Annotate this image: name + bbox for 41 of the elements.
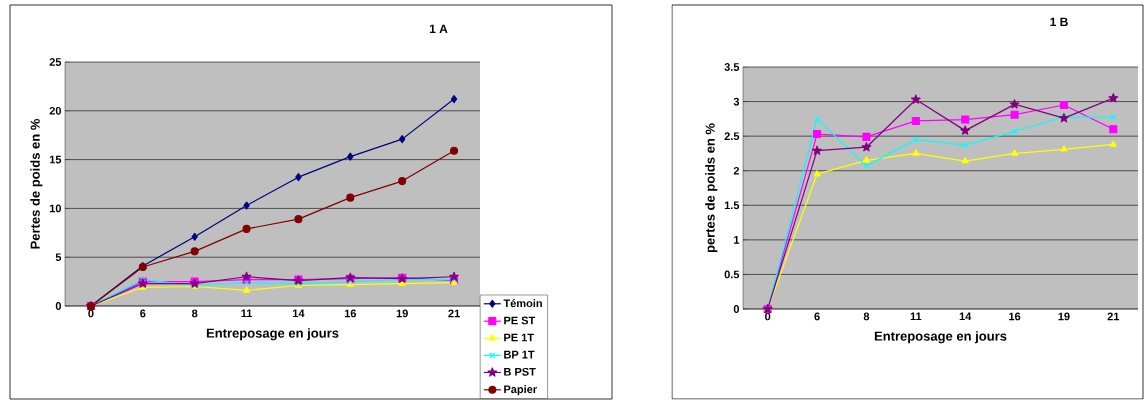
x-tick-label: 21 <box>1107 312 1120 321</box>
chart-title: 1 A <box>429 24 448 33</box>
x-tick-label: 6 <box>140 309 146 318</box>
y-tick-label: 0.5 <box>724 270 740 279</box>
x-tick-label: 14 <box>293 309 305 318</box>
x-tick-label: 19 <box>396 309 408 318</box>
x-tick-label: 0 <box>88 309 94 318</box>
y-tick-label: 25 <box>49 58 62 66</box>
x-tick-label: 0 <box>765 312 771 321</box>
y-tick-label: 2 <box>733 166 740 175</box>
x-axis-title: Entreposage en jours <box>874 331 1007 344</box>
legend-label: Papier <box>504 385 537 396</box>
y-tick-label: 10 <box>49 204 62 213</box>
y-tick-label: 1.5 <box>724 201 740 210</box>
y-tick-label: 5 <box>55 253 62 262</box>
x-tick-label: 16 <box>1009 312 1021 321</box>
y-tick-label: 1 <box>734 236 740 244</box>
x-axis-title: Entreposage en jours <box>206 328 339 341</box>
y-axis-title: pertes de poids en % <box>705 123 718 253</box>
x-tick-label: 11 <box>241 309 253 318</box>
x-tick-label: 8 <box>191 309 198 318</box>
legend-label: Témoin <box>503 299 542 308</box>
x-tick-label: 11 <box>910 312 922 321</box>
legend-label: PE 1T <box>504 333 534 342</box>
y-tick-label: 3 <box>733 97 740 106</box>
x-tick-label: 14 <box>959 312 972 321</box>
y-tick-label: 20 <box>49 106 62 115</box>
legend-label: PE ST <box>504 316 536 325</box>
x-tick-label: 8 <box>863 312 870 321</box>
chart-title: 1 B <box>1050 17 1068 27</box>
y-tick-label: 2.5 <box>724 132 740 141</box>
legend-label: BP 1T <box>504 350 535 359</box>
legend-label: B PST <box>504 367 536 376</box>
y-tick-label: 0 <box>55 302 62 310</box>
x-tick-label: 16 <box>344 309 357 318</box>
x-tick-label: 21 <box>448 309 460 318</box>
y-axis-title: Pertes de poids en % <box>30 118 43 249</box>
y-tick-label: 3.5 <box>724 63 740 71</box>
x-tick-label: 19 <box>1058 312 1070 321</box>
y-tick-label: 15 <box>49 155 62 164</box>
x-tick-label: 6 <box>814 312 820 321</box>
